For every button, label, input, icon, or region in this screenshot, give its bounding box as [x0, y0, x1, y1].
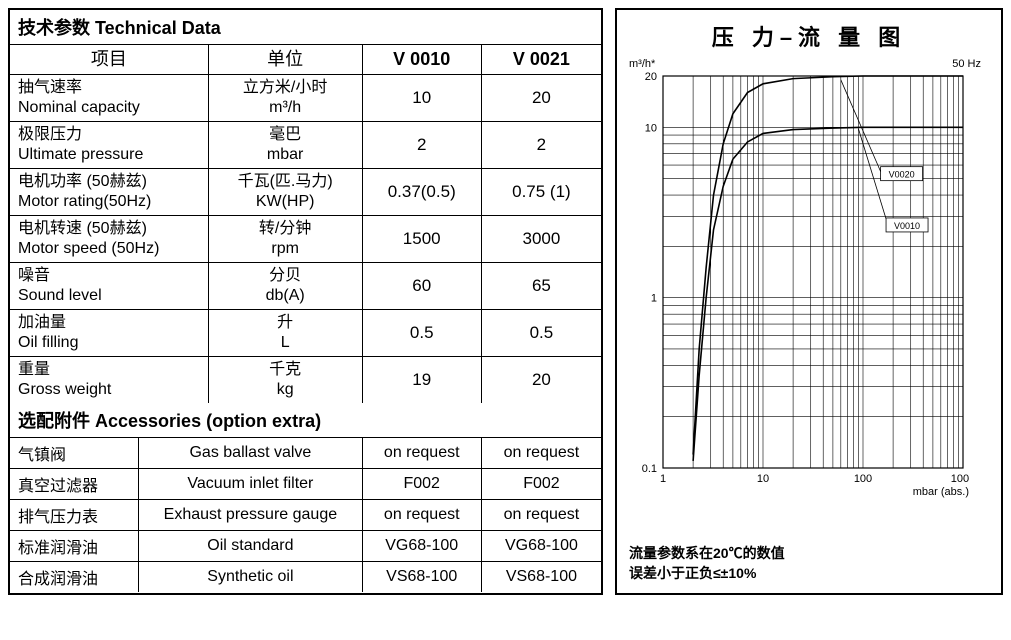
cell-item: 电机转速 (50赫兹)Motor speed (50Hz) [10, 216, 209, 262]
cell-unit: 千瓦(匹.马力)KW(HP) [209, 169, 363, 215]
cell-v0021: 20 [482, 75, 601, 121]
table-row: 真空过滤器Vacuum inlet filterF002F002 [10, 469, 601, 500]
cell-v0010: 19 [363, 357, 482, 403]
technical-data-table: 技术参数 Technical Data 项目 单位 V 0010 V 0021 … [8, 8, 603, 595]
table-header-row: 项目 单位 V 0010 V 0021 [10, 45, 601, 75]
svg-text:1: 1 [660, 473, 666, 485]
svg-text:100: 100 [854, 473, 872, 485]
chart-area: m³/h* 50 Hz 11010010000.111020V0020V0010… [629, 58, 989, 538]
section-header-accessories: 选配附件 Accessories (option extra) [10, 403, 601, 438]
cell-acc-en: Synthetic oil [139, 562, 362, 592]
cell-v0010: 2 [363, 122, 482, 168]
cell-unit: 立方米/小时m³/h [209, 75, 363, 121]
cell-unit: 转/分钟rpm [209, 216, 363, 262]
chart-footer: 流量参数系在20℃的数值 误差小于正负≤±10% [629, 544, 989, 583]
cell-acc-en: Exhaust pressure gauge [139, 500, 362, 530]
svg-text:V0020: V0020 [889, 170, 915, 180]
cell-acc-v0021: VS68-100 [482, 562, 601, 592]
cell-v0010: 1500 [363, 216, 482, 262]
cell-unit: 升L [209, 310, 363, 356]
cell-v0021: 3000 [482, 216, 601, 262]
table-row: 排气压力表Exhaust pressure gaugeon requeston … [10, 500, 601, 531]
cell-acc-v0010: VS68-100 [363, 562, 482, 592]
cell-acc-v0010: VG68-100 [363, 531, 482, 561]
cell-item: 重量Gross weight [10, 357, 209, 403]
svg-text:10: 10 [645, 122, 657, 134]
cell-acc-v0021: VG68-100 [482, 531, 601, 561]
chart-y-axis-label: m³/h* [629, 58, 655, 70]
cell-item: 极限压力Ultimate pressure [10, 122, 209, 168]
cell-v0021: 20 [482, 357, 601, 403]
cell-v0021: 0.5 [482, 310, 601, 356]
cell-v0010: 60 [363, 263, 482, 309]
table-row: 极限压力Ultimate pressure毫巴mbar22 [10, 122, 601, 169]
table-row: 合成润滑油Synthetic oilVS68-100VS68-100 [10, 562, 601, 592]
table-row: 噪音Sound level分贝db(A)6065 [10, 263, 601, 310]
cell-acc-v0010: F002 [363, 469, 482, 499]
chart-x-axis-label: mbar (abs.) [913, 486, 969, 498]
col-header-unit: 单位 [209, 45, 363, 74]
cell-v0010: 0.37(0.5) [363, 169, 482, 215]
cell-acc-cn: 真空过滤器 [10, 469, 139, 499]
cell-acc-cn: 合成润滑油 [10, 562, 139, 592]
cell-item: 抽气速率Nominal capacity [10, 75, 209, 121]
chart-footer-line1: 流量参数系在20℃的数值 [629, 544, 989, 564]
col-header-item: 项目 [10, 45, 209, 74]
cell-acc-cn: 标准润滑油 [10, 531, 139, 561]
pressure-flow-chart-panel: 压 力–流 量 图 m³/h* 50 Hz 11010010000.111020… [615, 8, 1003, 595]
table-row: 加油量Oil filling升L0.50.5 [10, 310, 601, 357]
svg-text:20: 20 [645, 71, 657, 83]
chart-title: 压 力–流 量 图 [629, 20, 989, 52]
svg-text:0.1: 0.1 [642, 463, 657, 475]
cell-acc-en: Oil standard [139, 531, 362, 561]
svg-text:V0010: V0010 [894, 221, 920, 231]
section-header-techdata: 技术参数 Technical Data [10, 10, 601, 45]
cell-item: 电机功率 (50赫兹)Motor rating(50Hz) [10, 169, 209, 215]
cell-v0021: 0.75 (1) [482, 169, 601, 215]
cell-acc-v0021: on request [482, 438, 601, 468]
cell-acc-cn: 气镇阀 [10, 438, 139, 468]
table-row: 电机转速 (50赫兹)Motor speed (50Hz)转/分钟rpm1500… [10, 216, 601, 263]
cell-unit: 分贝db(A) [209, 263, 363, 309]
cell-unit: 毫巴mbar [209, 122, 363, 168]
chart-footer-line2: 误差小于正负≤±10% [629, 564, 989, 584]
cell-acc-v0021: on request [482, 500, 601, 530]
cell-v0021: 65 [482, 263, 601, 309]
chart-svg: 11010010000.111020V0020V0010 [629, 58, 969, 498]
chart-frequency-label: 50 Hz [952, 58, 981, 70]
table-row: 重量Gross weight千克kg1920 [10, 357, 601, 403]
svg-text:1000: 1000 [951, 473, 969, 485]
cell-v0021: 2 [482, 122, 601, 168]
cell-unit: 千克kg [209, 357, 363, 403]
cell-acc-en: Gas ballast valve [139, 438, 362, 468]
col-header-v0021: V 0021 [482, 45, 601, 74]
cell-acc-cn: 排气压力表 [10, 500, 139, 530]
col-header-v0010: V 0010 [363, 45, 482, 74]
cell-v0010: 0.5 [363, 310, 482, 356]
cell-acc-en: Vacuum inlet filter [139, 469, 362, 499]
cell-item: 噪音Sound level [10, 263, 209, 309]
cell-item: 加油量Oil filling [10, 310, 209, 356]
svg-text:1: 1 [651, 293, 657, 305]
cell-v0010: 10 [363, 75, 482, 121]
cell-acc-v0021: F002 [482, 469, 601, 499]
table-row: 抽气速率Nominal capacity立方米/小时m³/h1020 [10, 75, 601, 122]
table-row: 气镇阀Gas ballast valveon requeston request [10, 438, 601, 469]
svg-text:10: 10 [757, 473, 769, 485]
cell-acc-v0010: on request [363, 500, 482, 530]
table-row: 标准润滑油Oil standardVG68-100VG68-100 [10, 531, 601, 562]
table-row: 电机功率 (50赫兹)Motor rating(50Hz)千瓦(匹.马力)KW(… [10, 169, 601, 216]
cell-acc-v0010: on request [363, 438, 482, 468]
